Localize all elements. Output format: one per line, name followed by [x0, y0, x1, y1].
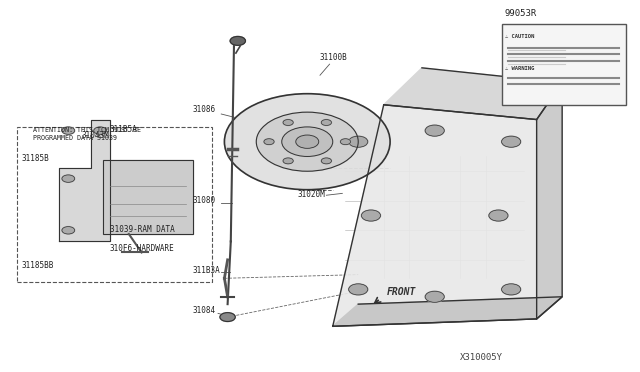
Polygon shape [333, 297, 562, 326]
Circle shape [256, 112, 358, 171]
Circle shape [321, 119, 332, 125]
Circle shape [230, 36, 246, 45]
Text: 99053R: 99053R [505, 9, 537, 18]
Text: 31080: 31080 [193, 196, 216, 205]
Bar [17, 127, 212, 282]
Text: 311B5A: 311B5A [109, 125, 138, 134]
Circle shape [94, 127, 106, 134]
Text: ⚠ CAUTION: ⚠ CAUTION [505, 34, 534, 39]
Circle shape [62, 127, 75, 134]
Bar [502, 23, 626, 105]
Circle shape [502, 136, 521, 147]
Text: 31086: 31086 [193, 105, 216, 114]
Polygon shape [537, 83, 562, 319]
Circle shape [340, 139, 351, 145]
Text: 310F6-HARDWARE: 310F6-HARDWARE [109, 244, 175, 253]
Text: 31043M: 31043M [81, 131, 109, 140]
Text: 31100B: 31100B [320, 54, 348, 62]
Text: X310005Y: X310005Y [460, 353, 503, 362]
Bar [103, 160, 193, 234]
Circle shape [62, 227, 75, 234]
Text: ATTENTION: THIS TCM MUST BE
PROGRAMMED DATA 31039: ATTENTION: THIS TCM MUST BE PROGRAMMED D… [33, 127, 141, 141]
Circle shape [283, 119, 293, 125]
Circle shape [321, 158, 332, 164]
Text: 31185BB: 31185BB [22, 261, 54, 270]
Text: 31185B: 31185B [22, 154, 49, 163]
Text: 31039-RAM DATA: 31039-RAM DATA [109, 225, 175, 234]
Bar [103, 160, 193, 234]
Circle shape [362, 210, 381, 221]
Circle shape [283, 158, 293, 164]
Circle shape [349, 136, 368, 147]
Circle shape [489, 210, 508, 221]
Circle shape [296, 135, 319, 148]
Text: FRONT: FRONT [387, 287, 416, 297]
Circle shape [502, 284, 521, 295]
Polygon shape [59, 119, 109, 241]
Text: 31020M: 31020M [298, 190, 326, 199]
Circle shape [264, 139, 274, 145]
Text: ⚠ WARNING: ⚠ WARNING [505, 66, 534, 71]
Circle shape [225, 94, 390, 190]
Circle shape [220, 312, 236, 321]
Polygon shape [384, 68, 562, 119]
Text: 31084: 31084 [193, 307, 216, 315]
Circle shape [349, 284, 368, 295]
Circle shape [425, 125, 444, 136]
Polygon shape [333, 105, 537, 326]
Text: 311B3A: 311B3A [193, 266, 220, 275]
Circle shape [425, 291, 444, 302]
Circle shape [62, 175, 75, 182]
Circle shape [282, 127, 333, 157]
